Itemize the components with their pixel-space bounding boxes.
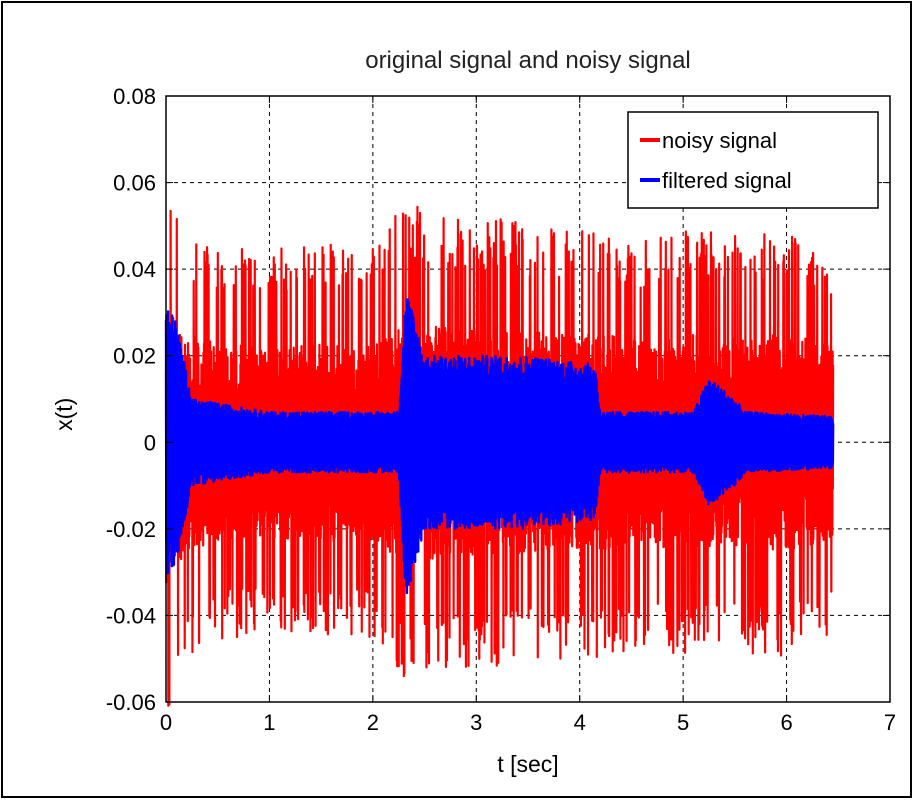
- y-tick-label: -0.04: [106, 603, 156, 628]
- legend-box: [627, 111, 879, 209]
- x-tick-label: 2: [367, 710, 379, 735]
- series-filtered-signal-line: [164, 298, 835, 595]
- series-layer: [164, 205, 835, 707]
- legend-entry-filtered: filtered signal: [662, 168, 792, 193]
- plot-border: [165, 95, 891, 703]
- x-tick-label: 6: [780, 710, 792, 735]
- y-tick-label: -0.02: [106, 517, 156, 542]
- legend-entry-noisy: noisy signal: [662, 128, 777, 153]
- x-tick-label: 5: [677, 710, 689, 735]
- x-tick-label: 0: [160, 710, 172, 735]
- legend: noisy signal filtered signal: [627, 111, 879, 209]
- y-tick-label: 0: [144, 430, 156, 455]
- axis-ticks: 0 1 2 3 4 5 6 7 -0.06 -0.04 -0.02 0 0.02 0.04 0.06 0.08: [106, 84, 896, 735]
- y-tick-label: 0.06: [113, 171, 156, 196]
- chart-title: original signal and noisy signal: [365, 47, 691, 74]
- y-axis-label: x(t): [51, 398, 77, 431]
- y-tick-label: 0.02: [113, 344, 156, 369]
- y-tick-label: 0.08: [113, 84, 156, 109]
- x-axis-label: t [sec]: [497, 751, 558, 777]
- x-tick-label: 1: [263, 710, 275, 735]
- y-tick-label: 0.04: [113, 257, 156, 282]
- x-tick-label: 7: [884, 710, 896, 735]
- x-tick-label: 3: [470, 710, 482, 735]
- y-tick-label: -0.06: [106, 690, 156, 715]
- x-tick-label: 4: [574, 710, 586, 735]
